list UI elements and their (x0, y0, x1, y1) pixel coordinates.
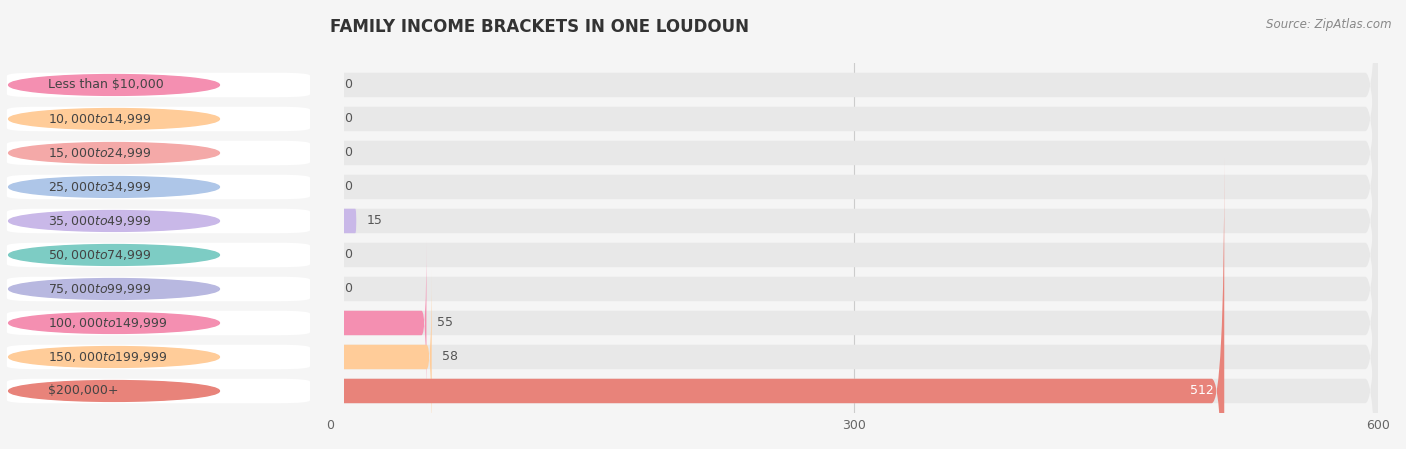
FancyBboxPatch shape (7, 107, 309, 131)
Circle shape (8, 245, 219, 265)
Text: Less than $10,000: Less than $10,000 (48, 79, 165, 92)
FancyBboxPatch shape (330, 0, 1378, 386)
FancyBboxPatch shape (330, 57, 1378, 449)
Circle shape (8, 109, 219, 129)
FancyBboxPatch shape (330, 242, 426, 404)
Circle shape (8, 347, 219, 367)
Text: 0: 0 (344, 79, 353, 92)
Text: 0: 0 (344, 282, 353, 295)
Text: $15,000 to $24,999: $15,000 to $24,999 (48, 146, 152, 160)
Circle shape (8, 143, 219, 163)
Text: FAMILY INCOME BRACKETS IN ONE LOUDOUN: FAMILY INCOME BRACKETS IN ONE LOUDOUN (330, 18, 749, 36)
FancyBboxPatch shape (7, 311, 309, 335)
FancyBboxPatch shape (330, 0, 1378, 449)
Circle shape (8, 313, 219, 333)
Text: $75,000 to $99,999: $75,000 to $99,999 (48, 282, 152, 296)
FancyBboxPatch shape (330, 90, 1378, 449)
Text: $35,000 to $49,999: $35,000 to $49,999 (48, 214, 152, 228)
Text: Source: ZipAtlas.com: Source: ZipAtlas.com (1267, 18, 1392, 31)
Circle shape (8, 211, 219, 231)
FancyBboxPatch shape (7, 243, 309, 267)
Text: 512: 512 (1189, 384, 1213, 397)
FancyBboxPatch shape (330, 208, 357, 234)
Text: 0: 0 (344, 146, 353, 159)
Text: $50,000 to $74,999: $50,000 to $74,999 (48, 248, 152, 262)
FancyBboxPatch shape (330, 158, 1378, 449)
Text: 0: 0 (344, 180, 353, 194)
FancyBboxPatch shape (330, 124, 1378, 449)
FancyBboxPatch shape (7, 209, 309, 233)
FancyBboxPatch shape (7, 345, 309, 369)
Text: $200,000+: $200,000+ (48, 384, 118, 397)
FancyBboxPatch shape (7, 73, 309, 97)
Text: $150,000 to $199,999: $150,000 to $199,999 (48, 350, 167, 364)
Circle shape (8, 278, 219, 299)
Text: 55: 55 (437, 317, 453, 330)
Text: 15: 15 (367, 215, 382, 228)
Circle shape (8, 176, 219, 198)
Text: $10,000 to $14,999: $10,000 to $14,999 (48, 112, 152, 126)
FancyBboxPatch shape (330, 22, 1378, 449)
FancyBboxPatch shape (330, 0, 1378, 352)
Circle shape (8, 75, 219, 95)
Text: 0: 0 (344, 248, 353, 261)
FancyBboxPatch shape (7, 141, 309, 165)
Text: 58: 58 (441, 351, 458, 364)
FancyBboxPatch shape (7, 379, 309, 403)
FancyBboxPatch shape (330, 271, 432, 443)
FancyBboxPatch shape (330, 158, 1225, 449)
FancyBboxPatch shape (7, 175, 309, 199)
Text: $25,000 to $34,999: $25,000 to $34,999 (48, 180, 152, 194)
Text: 0: 0 (344, 112, 353, 125)
Text: $100,000 to $149,999: $100,000 to $149,999 (48, 316, 167, 330)
FancyBboxPatch shape (330, 0, 1378, 317)
FancyBboxPatch shape (330, 0, 1378, 419)
FancyBboxPatch shape (7, 277, 309, 301)
Circle shape (8, 381, 219, 401)
